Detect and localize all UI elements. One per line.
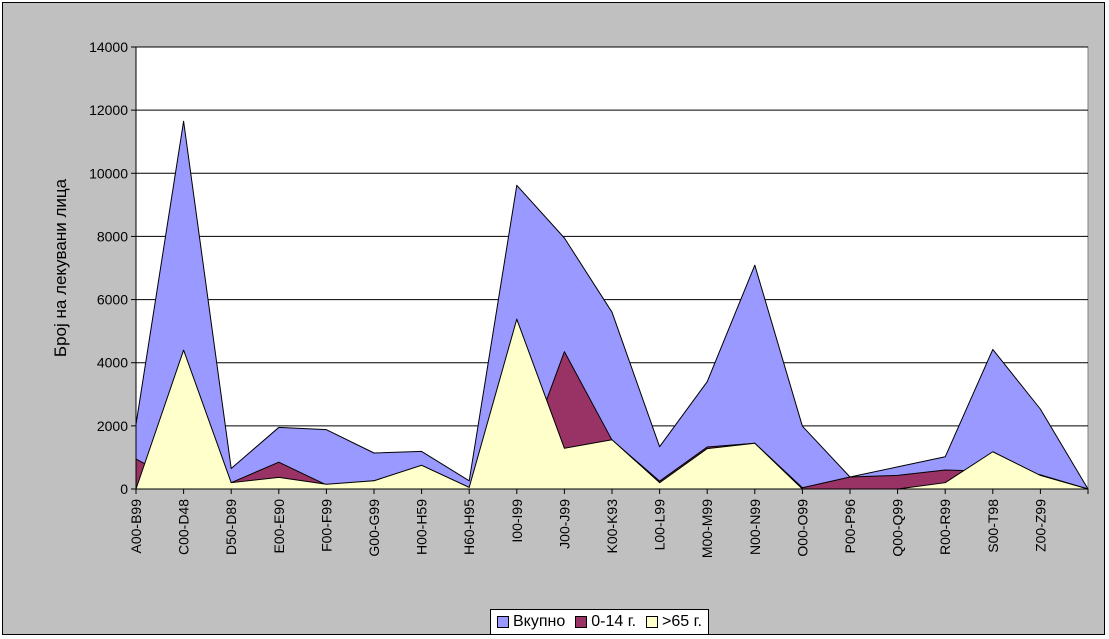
y-tick-label: 10000 xyxy=(89,165,128,181)
y-tick-label: 14000 xyxy=(89,39,128,55)
x-tick-label: F00-F99 xyxy=(318,499,334,552)
x-tick-label: M00-M99 xyxy=(699,499,715,558)
legend-item: Вкупно xyxy=(497,613,565,631)
y-tick-labels: 0 2000 4000 6000 8000 10000 12000 14000 xyxy=(89,39,128,497)
legend-item: >65 г. xyxy=(646,613,702,631)
y-tick-label: 2000 xyxy=(97,418,128,434)
legend-swatch xyxy=(497,616,509,628)
area-chart: 0 2000 4000 6000 8000 10000 12000 14000 A00-B99… xyxy=(51,39,1089,558)
y-tick-label: 6000 xyxy=(97,292,128,308)
legend-swatch xyxy=(646,616,659,628)
x-tick-label: I00-I99 xyxy=(509,499,525,543)
x-tick-label: J00-J99 xyxy=(556,499,572,549)
y-axis-label: Број на лекувани лица xyxy=(51,178,70,357)
x-tick-label: P00-P96 xyxy=(842,499,858,554)
x-tick-label: A00-B99 xyxy=(128,499,144,554)
x-tick-label: H00-H59 xyxy=(414,499,430,555)
x-tick-label: L00-L99 xyxy=(652,499,668,551)
x-tick-label: C00-D48 xyxy=(176,499,192,555)
legend-label: >65 г. xyxy=(662,613,702,630)
legend-label: 0-14 г. xyxy=(591,613,637,630)
legend-swatch xyxy=(575,616,588,628)
x-tick-label: Z00-Z99 xyxy=(1032,499,1048,552)
legend: Вкупно 0-14 г. >65 г. xyxy=(490,609,709,635)
x-tick-label: O00-O99 xyxy=(794,499,810,557)
x-tick-label: H60-H95 xyxy=(461,499,477,555)
area-65-г xyxy=(135,318,1089,490)
gridlines xyxy=(131,46,1088,490)
area-series xyxy=(135,120,1089,490)
y-tick-label: 12000 xyxy=(89,102,128,118)
x-tick-label: D50-D89 xyxy=(223,499,239,555)
y-tick-label: 4000 xyxy=(97,355,128,371)
x-tick-labels: A00-B99 C00-D48 D50-D89 E00-E90 F00-F99 G00-G… xyxy=(128,499,1048,558)
x-tick-label: G00-G99 xyxy=(366,499,382,557)
x-tick-label: S00-T98 xyxy=(985,499,1001,553)
x-tick-label: R00-R99 xyxy=(937,499,953,555)
axes xyxy=(135,47,1089,494)
y-tick-label: 0 xyxy=(120,481,128,497)
legend-label: Вкупно xyxy=(513,613,566,630)
x-tick-label: E00-E90 xyxy=(271,499,287,554)
legend-item: 0-14 г. xyxy=(575,613,636,631)
x-tick-label: K00-K93 xyxy=(604,499,620,554)
x-tick-label: N00-N99 xyxy=(747,499,763,555)
x-tick-label: Q00-Q99 xyxy=(890,499,906,557)
y-tick-label: 8000 xyxy=(97,228,128,244)
